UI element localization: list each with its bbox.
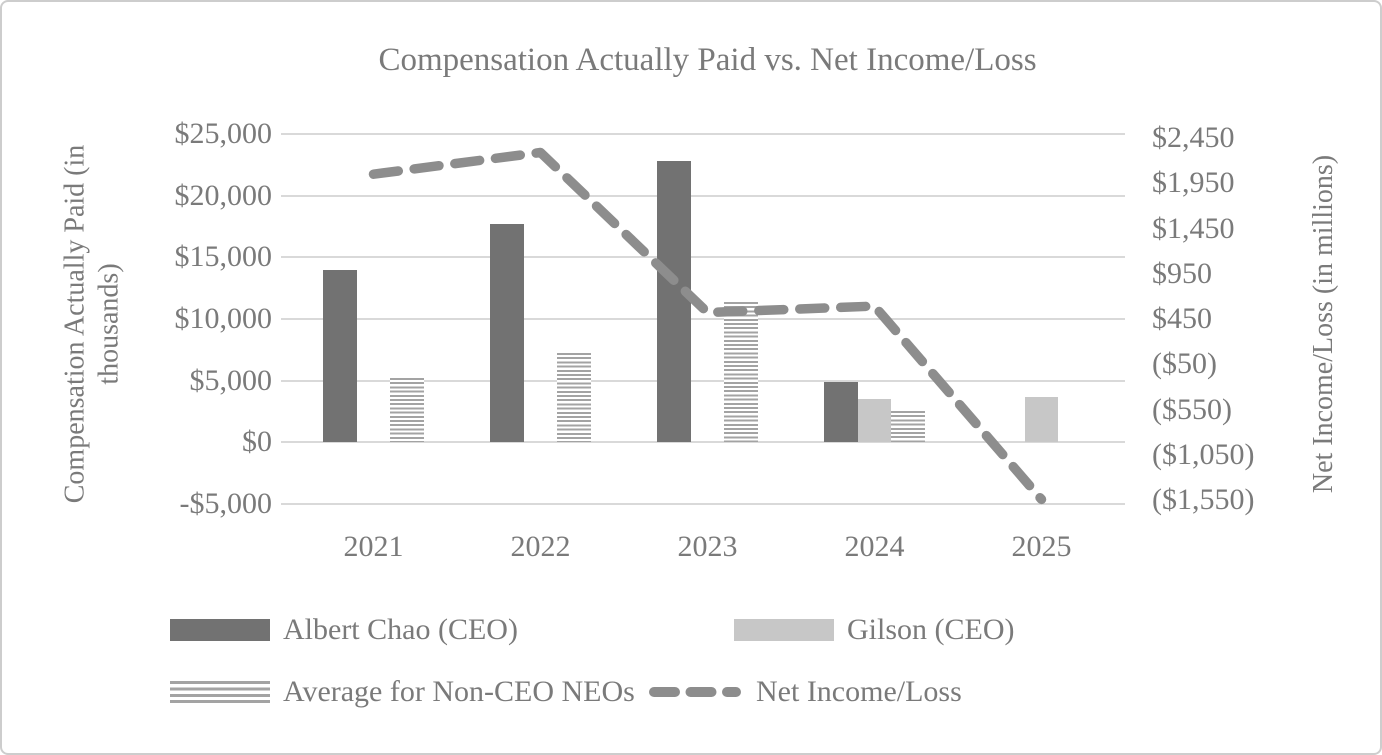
left-axis-tick: $25,000 <box>174 117 273 150</box>
legend-item-net-income: Net Income/Loss <box>647 674 962 710</box>
x-axis-tick: 2021 <box>343 530 404 563</box>
right-axis-title: Net Income/Loss (in millions) <box>1308 154 1339 494</box>
legend-label-gilson: Gilson (CEO) <box>847 613 1015 646</box>
left-axis-tick: $20,000 <box>174 178 273 212</box>
legend-item-albert-chao: Albert Chao (CEO) <box>170 612 518 648</box>
axis-tick-mark <box>281 503 290 505</box>
right-axis-tick: $2,450 <box>1152 121 1235 154</box>
right-axis-tick: ($1,050) <box>1152 437 1255 471</box>
x-axis-tick: 2025 <box>1011 530 1072 563</box>
left-axis-tick: -$5,000 <box>179 487 273 520</box>
gridline <box>290 379 1125 382</box>
right-axis-tick: $1,450 <box>1152 211 1235 245</box>
x-axis-tick: 2022 <box>510 530 571 563</box>
gridline <box>290 194 1125 197</box>
legend-dashed-line-icon <box>649 687 741 697</box>
left-axis-tick: $15,000 <box>174 240 273 274</box>
bar-solid-dark-2024 <box>824 381 858 443</box>
right-axis-tick: $950 <box>1152 256 1212 290</box>
bar-solid-dark-2022 <box>490 224 524 443</box>
axis-tick-mark <box>281 318 290 320</box>
legend-swatch-gilson <box>734 619 834 641</box>
right-axis-tick: ($550) <box>1152 392 1232 426</box>
legend-item-non-ceo-neos: Average for Non-CEO NEOs <box>170 674 635 710</box>
bar-striped-2022 <box>557 352 591 443</box>
axis-tick-mark <box>281 194 290 197</box>
plot-area: $25,000 $20,000 $15,000 $10,000 $5,000 $0 -$5,… <box>175 117 1255 563</box>
legend-label-net-income: Net Income/Loss <box>756 675 962 708</box>
left-axis-tick: $5,000 <box>189 363 273 397</box>
chart-title: Compensation Actually Paid vs. Net Incom… <box>378 42 1037 78</box>
right-axis-tick: $1,950 <box>1152 166 1235 200</box>
axis-tick-mark <box>281 256 290 259</box>
axis-tick-mark <box>281 133 290 135</box>
bar-solid-light-2025 <box>1024 396 1059 443</box>
x-axis-tick: 2023 <box>677 530 738 563</box>
left-axis-title: Compensation Actually Paid (in thousands… <box>58 87 125 561</box>
legend-item-gilson: Gilson (CEO) <box>734 612 1015 648</box>
legend-swatch-albert-chao <box>170 619 270 641</box>
x-axis-tick: 2024 <box>844 530 905 563</box>
bar-striped-2023 <box>724 302 758 443</box>
gridline <box>290 441 1125 444</box>
right-axis-tick: ($1,550) <box>1152 483 1255 516</box>
gridline <box>290 503 1125 505</box>
bar-solid-dark-2021 <box>323 269 357 443</box>
left-axis-tick: $0 <box>242 425 272 459</box>
legend-label-albert-chao: Albert Chao (CEO) <box>283 613 518 646</box>
bar-striped-2021 <box>390 378 424 443</box>
left-axis-title-line2: thousands) <box>93 263 124 385</box>
right-axis-tick: $450 <box>1152 302 1212 335</box>
axis-tick-mark <box>281 379 290 382</box>
bar-striped-2024 <box>891 410 925 443</box>
left-axis-tick: $10,000 <box>174 302 273 335</box>
right-axis-tick: ($50) <box>1152 347 1217 381</box>
net-income-loss-line <box>368 147 1047 505</box>
left-axis-title-line1: Compensation Actually Paid (in <box>59 144 91 504</box>
gridline <box>290 133 1125 135</box>
gridline <box>290 256 1125 259</box>
legend-label-non-ceo-neos: Average for Non-CEO NEOs <box>283 675 635 708</box>
bar-solid-dark-2023 <box>657 161 691 443</box>
legend-swatch-non-ceo-neos <box>170 681 270 703</box>
gridline <box>290 318 1125 320</box>
bar-solid-light-2024 <box>857 399 892 443</box>
axis-tick-mark <box>281 441 290 444</box>
